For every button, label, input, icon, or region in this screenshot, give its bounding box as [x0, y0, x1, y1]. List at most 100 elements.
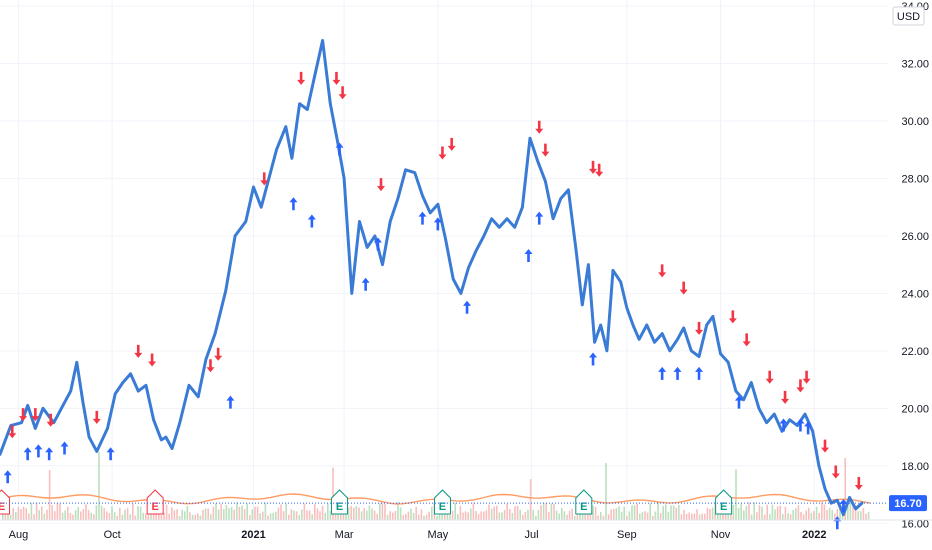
sell-signal-arrow-down-icon[interactable] — [802, 370, 811, 384]
sell-signal-arrow-down-icon[interactable] — [148, 353, 157, 367]
buy-signal-arrow-up-icon[interactable] — [589, 352, 598, 366]
volume-bar — [857, 511, 859, 520]
volume-bar — [267, 515, 269, 520]
buy-signal-arrow-up-icon[interactable] — [335, 142, 344, 156]
time-axis[interactable]: Aug Oct 2021 Mar May Jul Sep Nov 2022 — [0, 519, 932, 541]
buy-signal-arrow-up-icon[interactable] — [23, 447, 32, 461]
sell-signal-arrow-down-icon[interactable] — [8, 425, 17, 439]
sell-signal-arrow-down-icon[interactable] — [332, 71, 341, 85]
volume-bar — [295, 511, 298, 520]
sell-signal-arrow-down-icon[interactable] — [658, 264, 667, 278]
buy-signal-arrow-up-icon[interactable] — [695, 366, 704, 380]
volume-bar — [490, 508, 493, 520]
buy-signal-arrow-up-icon[interactable] — [289, 197, 298, 211]
y-tick-label: 20.00 — [901, 403, 929, 415]
sell-signal-arrow-down-icon[interactable] — [447, 137, 456, 151]
buy-signal-arrow-up-icon[interactable] — [373, 237, 382, 251]
buy-signal-arrow-up-icon[interactable] — [673, 366, 682, 380]
volume-bar — [272, 512, 274, 520]
buy-signal-arrow-up-icon[interactable] — [34, 444, 43, 458]
buy-signal-arrow-up-icon[interactable] — [779, 418, 788, 432]
volume-bar — [649, 503, 651, 520]
buy-signal-arrow-up-icon[interactable] — [106, 447, 115, 461]
sell-signal-arrow-down-icon[interactable] — [781, 390, 790, 404]
sell-signal-arrow-down-icon[interactable] — [742, 333, 751, 347]
sell-signal-arrow-down-icon[interactable] — [297, 71, 306, 85]
volume-bar — [392, 512, 394, 520]
y-tick-label: 26.00 — [901, 231, 929, 243]
earnings-marker[interactable]: E — [146, 489, 164, 515]
buy-signal-arrow-up-icon[interactable] — [796, 418, 805, 432]
buy-signal-arrow-up-icon[interactable] — [734, 395, 743, 409]
buy-signal-arrow-up-icon[interactable] — [524, 249, 533, 263]
volume-bar — [238, 506, 241, 520]
sell-signal-arrow-down-icon[interactable] — [19, 408, 28, 422]
buy-signal-arrow-up-icon[interactable] — [226, 395, 235, 409]
sell-signal-arrow-down-icon[interactable] — [796, 379, 805, 393]
sell-signal-arrow-down-icon[interactable] — [854, 477, 863, 491]
volume-bar — [498, 512, 501, 520]
buy-signal-arrow-up-icon[interactable] — [307, 214, 316, 228]
earnings-marker[interactable]: E — [331, 489, 349, 515]
earnings-marker[interactable]: E — [433, 489, 451, 515]
sell-signal-arrow-down-icon[interactable] — [377, 178, 386, 192]
buy-signal-arrow-up-icon[interactable] — [463, 300, 472, 314]
volume-bar — [186, 505, 189, 520]
buy-signal-arrow-up-icon[interactable] — [361, 277, 370, 291]
volume-bar — [550, 503, 553, 520]
volume-bar — [613, 509, 615, 520]
sell-signal-arrow-down-icon[interactable] — [535, 120, 544, 134]
volume-bar — [103, 508, 105, 520]
sell-signal-arrow-down-icon[interactable] — [695, 321, 704, 335]
earnings-marker[interactable]: E — [575, 489, 593, 515]
earnings-marker[interactable]: E — [715, 489, 733, 515]
y-tick-label: 30.00 — [901, 116, 929, 128]
sell-signal-arrow-down-icon[interactable] — [134, 344, 143, 358]
sell-signal-arrow-down-icon[interactable] — [46, 413, 55, 427]
volume-bar — [407, 511, 410, 520]
volume-bar — [862, 508, 865, 520]
volume-bar — [423, 515, 425, 520]
sell-signal-arrow-down-icon[interactable] — [438, 146, 447, 160]
volume-bar — [298, 515, 300, 520]
sell-signal-arrow-down-icon[interactable] — [214, 347, 223, 361]
currency-label[interactable]: USD — [892, 6, 925, 26]
sell-signal-arrow-down-icon[interactable] — [831, 465, 840, 479]
buy-signal-arrow-up-icon[interactable] — [60, 441, 69, 455]
volume-bar — [743, 510, 745, 520]
volume-bar — [171, 507, 173, 520]
trade-signals[interactable] — [3, 71, 863, 530]
sell-signal-arrow-down-icon[interactable] — [679, 281, 688, 295]
buy-signal-arrow-up-icon[interactable] — [839, 499, 848, 513]
sell-signal-arrow-down-icon[interactable] — [765, 370, 774, 384]
sell-signal-arrow-down-icon[interactable] — [541, 143, 550, 157]
price-series-line[interactable] — [0, 39, 864, 517]
buy-signal-arrow-up-icon[interactable] — [418, 211, 427, 225]
volume-bar — [12, 507, 14, 520]
sell-signal-arrow-down-icon[interactable] — [589, 160, 598, 174]
buy-signal-arrow-up-icon[interactable] — [804, 421, 813, 435]
price-axis[interactable]: 16.00 18.00 20.00 22.00 24.00 26.00 28.00 30.00… — [888, 0, 932, 530]
volume-bar — [537, 509, 540, 520]
sell-signal-arrow-down-icon[interactable] — [92, 410, 101, 424]
sell-signal-arrow-down-icon[interactable] — [595, 163, 604, 177]
volume-bar — [67, 506, 69, 520]
sell-signal-arrow-down-icon[interactable] — [728, 310, 737, 324]
volume-bar — [711, 507, 714, 520]
sell-signal-arrow-down-icon[interactable] — [206, 359, 215, 373]
volume-bar — [397, 502, 399, 520]
volume-bar — [620, 511, 623, 520]
buy-signal-arrow-up-icon[interactable] — [535, 211, 544, 225]
sell-signal-arrow-down-icon[interactable] — [260, 172, 269, 186]
buy-signal-arrow-up-icon[interactable] — [433, 217, 442, 231]
sell-signal-arrow-down-icon[interactable] — [338, 86, 347, 100]
earnings-marker[interactable]: E — [0, 489, 11, 515]
sell-signal-arrow-down-icon[interactable] — [821, 439, 830, 453]
buy-signal-arrow-up-icon[interactable] — [658, 366, 667, 380]
sell-signal-arrow-down-icon[interactable] — [31, 408, 40, 422]
earnings-badge-shape — [146, 489, 164, 515]
buy-signal-arrow-up-icon[interactable] — [45, 447, 54, 461]
buy-signal-arrow-up-icon[interactable] — [3, 470, 12, 484]
